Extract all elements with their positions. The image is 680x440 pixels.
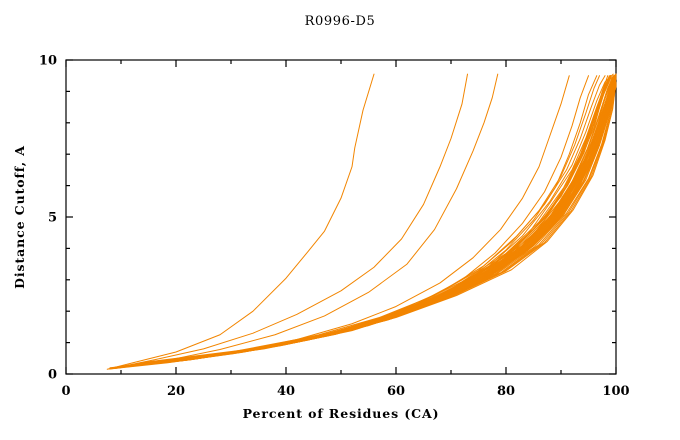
axis-ticks [65,59,617,375]
series-line-1 [106,73,375,370]
series-line-62 [109,75,611,370]
x-tick-label: 20 [167,384,185,399]
series-line-3 [115,73,499,369]
x-tick-label: 0 [61,384,70,399]
x-tick-label: 100 [602,384,629,399]
x-tick-label: 60 [387,384,405,399]
y-tick-label: 10 [39,54,57,69]
series-line-4 [109,75,570,369]
series-line-5 [109,75,589,369]
axis-labels-group: 0 20 40 60 80 100 0 5 10 Percent of Residues (CA)… [12,54,630,422]
series-line-7 [112,75,600,369]
x-tick-label: 80 [497,384,515,399]
series-line-8 [115,75,606,368]
series-line-2 [115,73,468,369]
y-tick-label: 5 [48,211,57,226]
y-axis-title: Distance Cutoff, A [12,145,27,289]
x-axis-title: Percent of Residues (CA) [243,406,440,421]
series-line-64 [123,74,617,367]
x-tick-label: 40 [277,384,295,399]
data-series-group [106,73,617,370]
page-title: R0996-D5 [304,14,376,29]
y-tick-label: 0 [48,368,57,383]
